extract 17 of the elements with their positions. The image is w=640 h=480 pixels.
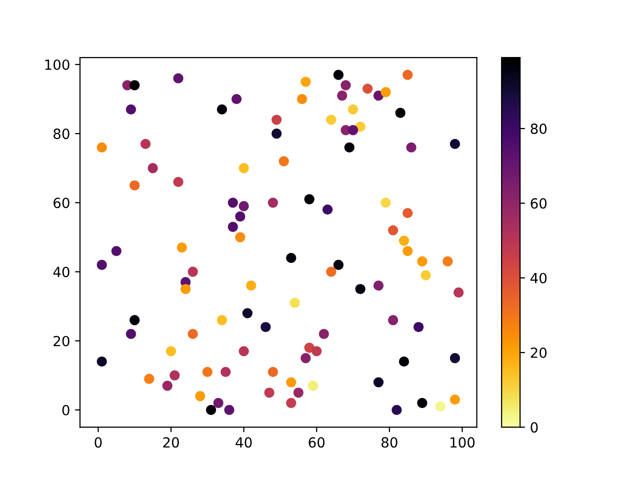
color-bar-label: 20 (530, 348, 547, 358)
y-tick-label: 60 (54, 198, 70, 208)
x-tick-label: 100 (450, 437, 475, 448)
y-tick-label: 80 (54, 128, 70, 140)
x-tick-label: 40 (236, 437, 252, 448)
x-tick-label: 80 (382, 437, 398, 448)
y-tick-label: 0 (62, 404, 70, 416)
x-tick-label: 0 (94, 437, 102, 448)
y-tick-label: 40 (53, 266, 70, 278)
color-bar-label: 80 (530, 124, 547, 134)
y-tick-label: 20 (54, 336, 70, 346)
color-bar-label: 40 (530, 272, 547, 284)
color-bar-label: 0 (530, 422, 538, 433)
x-tick-label: 20 (163, 437, 179, 448)
x-tick-label: 60 (308, 437, 325, 448)
color-bar-label: 60 (530, 198, 547, 209)
y-tick-label: 100 (45, 59, 70, 70)
